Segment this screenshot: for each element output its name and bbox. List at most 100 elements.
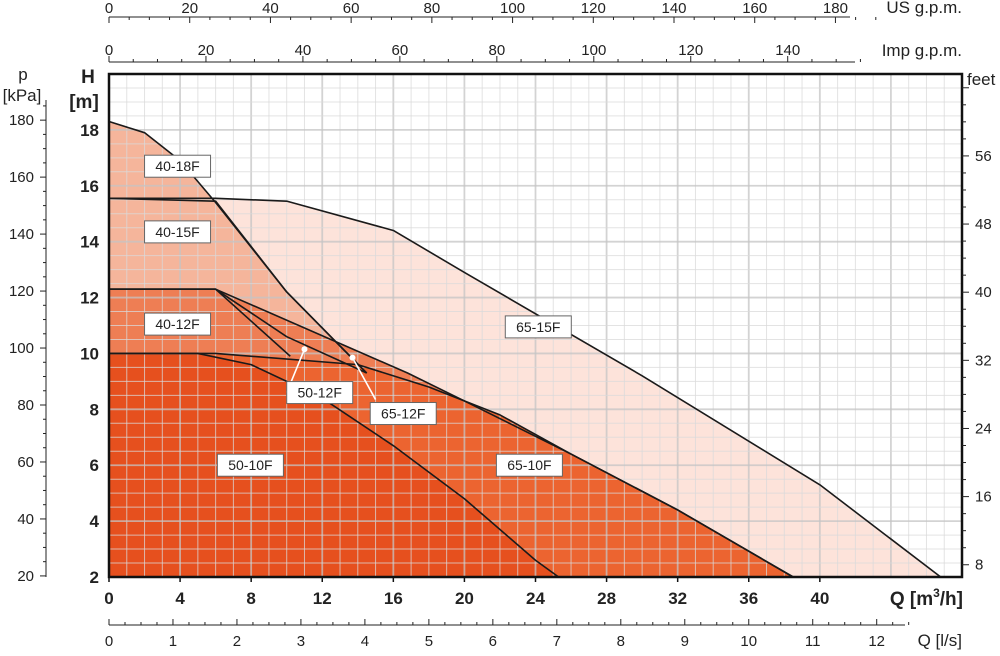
ls-tick-label: 0 — [105, 633, 113, 650]
feet-tick-label: 24 — [975, 420, 992, 437]
us-gpm-tick-label: 80 — [424, 0, 441, 17]
feet-tick-label: 56 — [975, 148, 992, 165]
x-tick-label: 28 — [597, 589, 616, 608]
kpa-tick-label: 120 — [9, 283, 34, 300]
kpa-tick-label: 160 — [9, 169, 34, 186]
curve-label-50-12F: 50-12F — [298, 385, 342, 401]
y-tick-label: 18 — [80, 121, 99, 140]
ls-tick-label: 2 — [233, 633, 241, 650]
feet-tick-label: 40 — [975, 284, 992, 301]
kpa-tick-label: 180 — [9, 112, 34, 129]
curve-label-65-12F: 65-12F — [381, 406, 425, 422]
axes: 0 4 8 12 16 20 24 28 32 36 40 Q [m3/h]2468101214161… — [3, 0, 996, 650]
ls-tick-label: 7 — [553, 633, 561, 650]
imp-gpm-tick-label: 140 — [775, 42, 800, 59]
curve-65-15F — [109, 197, 942, 578]
ls-tick-label: 11 — [805, 633, 821, 650]
feet-axis-label: feet — [967, 70, 996, 89]
y-axis-label-h: H — [81, 67, 95, 88]
kpa-tick-label: 80 — [17, 397, 34, 414]
curve-label-65-15F-box — [504, 315, 572, 339]
curve-label-65-15F: 65-15F — [516, 319, 560, 335]
imp-gpm-tick-label: 100 — [581, 42, 606, 59]
us-gpm-tick-label: 0 — [105, 0, 113, 17]
y-tick-label: 4 — [90, 512, 100, 531]
imp-gpm-tick-label: 80 — [488, 42, 505, 59]
x-tick-label: 32 — [668, 589, 687, 608]
curve-50-12F — [109, 288, 291, 357]
curve-lines — [108, 120, 942, 578]
feet-tick-label: 32 — [975, 352, 992, 369]
x-tick-label: 24 — [526, 589, 545, 608]
ls-axis-label: Q [l/s] — [918, 631, 962, 650]
curve-label-50-10F: 50-10F — [228, 457, 272, 473]
curve-label-65-10F-box — [495, 453, 563, 477]
ls-tick-label: 5 — [425, 633, 433, 650]
ls-tick-label: 8 — [617, 633, 625, 650]
y-tick-label: 2 — [90, 568, 99, 587]
x-tick-label: 16 — [384, 589, 403, 608]
x-tick-label: 8 — [246, 589, 255, 608]
us-gpm-tick-label: 180 — [823, 0, 848, 17]
feet-tick-label: 8 — [975, 557, 983, 574]
ls-tick-label: 10 — [740, 633, 757, 650]
x-axis-label: Q [m3/h] — [890, 586, 963, 610]
us-gpm-tick-label: 40 — [262, 0, 279, 17]
y-tick-label: 14 — [80, 233, 99, 252]
y-tick-label: 8 — [90, 400, 99, 419]
ls-tick-label: 4 — [361, 633, 369, 650]
x-tick-label: 40 — [810, 589, 829, 608]
curve-label-40-12F-box — [144, 312, 212, 336]
curve-label-40-15F: 40-15F — [155, 224, 199, 240]
us-gpm-axis-label: US g.p.m. — [886, 0, 962, 17]
imp-gpm-tick-label: 0 — [105, 42, 113, 59]
kpa-axis-label-unit: [kPa] — [3, 86, 42, 105]
curve-label-65-12F-box — [369, 402, 437, 426]
imp-gpm-tick-label: 120 — [678, 42, 703, 59]
us-gpm-tick-label: 120 — [581, 0, 606, 17]
curve-40-15F — [108, 197, 368, 374]
curve-label-40-18F-box — [144, 154, 212, 178]
curve-50-10F — [109, 352, 560, 578]
kpa-axis-label-p: p — [18, 65, 27, 84]
x-tick-label: 36 — [739, 589, 758, 608]
us-gpm-tick-label: 160 — [742, 0, 767, 17]
imp-gpm-tick-label: 60 — [392, 42, 409, 59]
label-pointer-dot — [349, 354, 356, 361]
us-gpm-tick-label: 60 — [343, 0, 360, 17]
kpa-tick-label: 20 — [17, 568, 34, 585]
x-tick-label: 12 — [313, 589, 332, 608]
label-pointer-dot — [301, 346, 308, 353]
curve-label-40-18F: 40-18F — [155, 158, 199, 174]
curve-label-40-12F: 40-12F — [155, 316, 199, 332]
ls-tick-label: 9 — [681, 633, 689, 650]
x-tick-label: 4 — [175, 589, 185, 608]
imp-gpm-axis-label: Imp g.p.m. — [882, 41, 962, 60]
imp-gpm-tick-label: 20 — [198, 42, 215, 59]
us-gpm-tick-label: 100 — [500, 0, 525, 17]
y-tick-label: 6 — [90, 456, 99, 475]
feet-tick-label: 16 — [975, 489, 992, 506]
imp-gpm-tick-label: 40 — [295, 42, 312, 59]
kpa-tick-label: 100 — [9, 340, 34, 357]
curve-label-50-10F-box — [216, 453, 284, 477]
us-gpm-tick-label: 20 — [181, 0, 198, 17]
curve-label-40-15F-box — [144, 220, 212, 244]
kpa-tick-label: 40 — [17, 511, 34, 528]
y-tick-label: 12 — [80, 289, 99, 308]
x-tick-label: 20 — [455, 589, 474, 608]
ls-tick-label: 3 — [297, 633, 305, 650]
feet-tick-label: 48 — [975, 216, 992, 233]
ls-tick-label: 6 — [489, 633, 497, 650]
curve-label-65-10F: 65-10F — [507, 457, 551, 473]
ls-tick-label: 12 — [868, 633, 885, 650]
curve-labels: 40-18F 40-15F 40-12F 50-12F 65-12F 65-15F 50-1… — [144, 154, 572, 477]
curve-65-10F — [109, 352, 794, 578]
us-gpm-tick-label: 140 — [661, 0, 686, 17]
x-tick-label: 0 — [104, 589, 113, 608]
ls-tick-label: 1 — [169, 633, 177, 650]
kpa-tick-label: 140 — [9, 226, 34, 243]
y-tick-label: 10 — [80, 344, 99, 363]
y-tick-label: 16 — [80, 177, 99, 196]
